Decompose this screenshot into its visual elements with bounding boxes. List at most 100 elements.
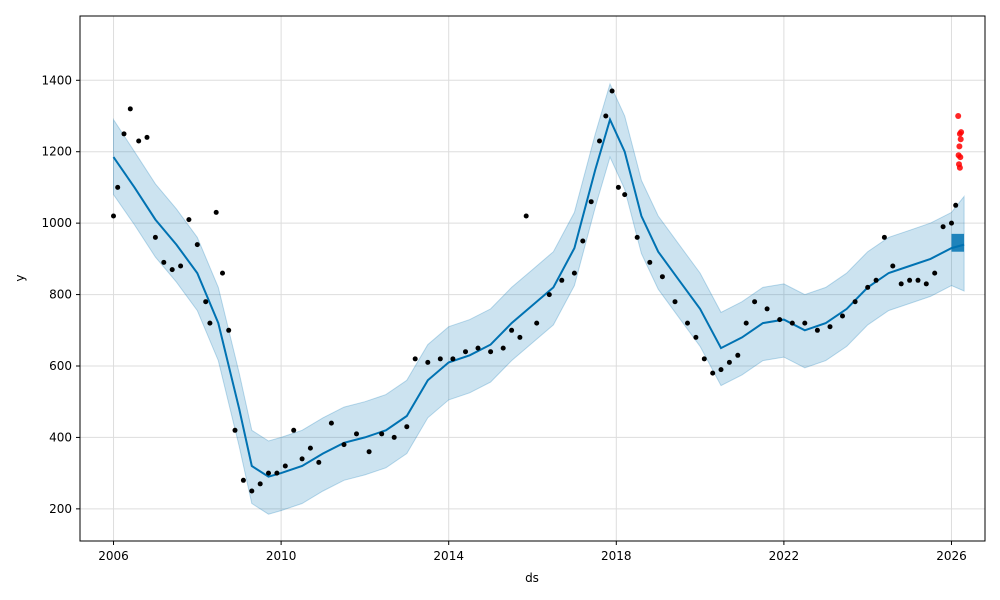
observed-point xyxy=(701,356,707,362)
y-tick-label: 1200 xyxy=(41,145,72,159)
observed-point xyxy=(571,270,577,276)
observed-point xyxy=(379,431,385,437)
x-tick-label: 2026 xyxy=(936,549,967,563)
observed-point xyxy=(949,220,954,226)
observed-point xyxy=(559,277,565,283)
observed-point xyxy=(546,292,552,298)
y-axis-label: y xyxy=(13,274,27,281)
forecast-tail xyxy=(951,233,965,252)
observed-point xyxy=(735,352,741,358)
observed-point xyxy=(647,259,653,265)
observed-point xyxy=(752,299,758,305)
observed-point xyxy=(194,242,200,248)
observed-point xyxy=(203,299,209,305)
observed-point xyxy=(873,277,879,283)
observed-point xyxy=(249,488,255,494)
y-tick-label: 200 xyxy=(49,502,72,516)
observed-point xyxy=(274,470,280,476)
observed-point xyxy=(907,277,913,283)
observed-point xyxy=(450,356,456,362)
observed-point xyxy=(685,320,690,326)
recent-point xyxy=(956,143,963,150)
observed-point xyxy=(412,356,418,362)
observed-point xyxy=(814,327,820,333)
observed-point xyxy=(226,327,232,333)
recent-point xyxy=(958,129,965,136)
observed-point xyxy=(136,138,142,144)
y-tick-label: 1000 xyxy=(41,216,72,230)
observed-point xyxy=(517,334,523,340)
observed-point xyxy=(603,113,609,119)
plot-frame xyxy=(79,15,986,542)
observed-point xyxy=(213,209,219,215)
observed-point xyxy=(488,349,494,355)
observed-point xyxy=(144,134,150,140)
observed-point xyxy=(915,277,921,283)
observed-point xyxy=(789,320,795,326)
recent-point xyxy=(956,164,963,171)
observed-point xyxy=(475,345,481,351)
x-tick-label: 2006 xyxy=(98,549,129,563)
observed-point xyxy=(743,320,749,326)
observed-point xyxy=(953,202,959,208)
observed-point xyxy=(307,445,313,451)
y-axis-ticks: 200 400 600 800 1000 1200 1400 xyxy=(41,73,80,516)
recent-point xyxy=(955,113,962,119)
y-tick-label: 1400 xyxy=(41,73,72,87)
y-tick-label: 400 xyxy=(49,430,72,444)
observed-point xyxy=(328,420,334,426)
observed-point xyxy=(341,442,347,448)
observed-point xyxy=(111,213,116,219)
observed-point xyxy=(898,281,904,287)
observed-point xyxy=(186,217,192,223)
observed-point xyxy=(710,370,716,376)
observed-point xyxy=(940,224,946,230)
observed-point xyxy=(659,274,665,280)
observed-point xyxy=(672,299,678,305)
observed-point xyxy=(282,463,288,469)
observed-point xyxy=(597,138,602,144)
observed-point xyxy=(827,324,833,330)
y-tick-label: 800 xyxy=(49,288,72,302)
observed-point xyxy=(437,356,443,362)
x-tick-label: 2018 xyxy=(601,549,632,563)
observed-point xyxy=(881,234,887,240)
observed-point xyxy=(865,284,871,290)
observed-point xyxy=(121,131,127,137)
observed-point xyxy=(220,270,225,276)
observed-point xyxy=(588,199,594,205)
grid-lines xyxy=(80,16,985,541)
observed-point xyxy=(169,267,175,273)
observed-point xyxy=(366,449,372,455)
observed-point xyxy=(257,481,263,487)
observed-point xyxy=(726,359,732,365)
observed-point xyxy=(852,299,858,305)
observed-point xyxy=(178,263,184,269)
recent-point xyxy=(957,154,964,161)
observed-point xyxy=(299,456,305,462)
observed-point xyxy=(923,281,929,287)
observed-point xyxy=(615,184,621,190)
x-tick-label: 2022 xyxy=(769,549,800,563)
observed-point xyxy=(291,427,297,433)
observed-point xyxy=(509,327,515,333)
observed-point xyxy=(115,184,121,190)
observed-point xyxy=(609,88,615,94)
recent-points-layer xyxy=(955,113,965,171)
observed-point xyxy=(316,459,322,465)
observed-point xyxy=(500,345,506,351)
observed-point xyxy=(622,192,628,198)
observed-point xyxy=(932,270,938,276)
observed-point xyxy=(232,427,238,433)
observed-point xyxy=(693,334,699,340)
observed-point xyxy=(404,424,410,430)
observed-point xyxy=(840,313,845,319)
y-tick-label: 600 xyxy=(49,359,72,373)
x-axis-label: ds xyxy=(525,571,539,585)
observed-point xyxy=(354,431,359,437)
observed-point xyxy=(391,434,397,440)
x-tick-label: 2010 xyxy=(266,549,297,563)
x-tick-label: 2014 xyxy=(433,549,464,563)
